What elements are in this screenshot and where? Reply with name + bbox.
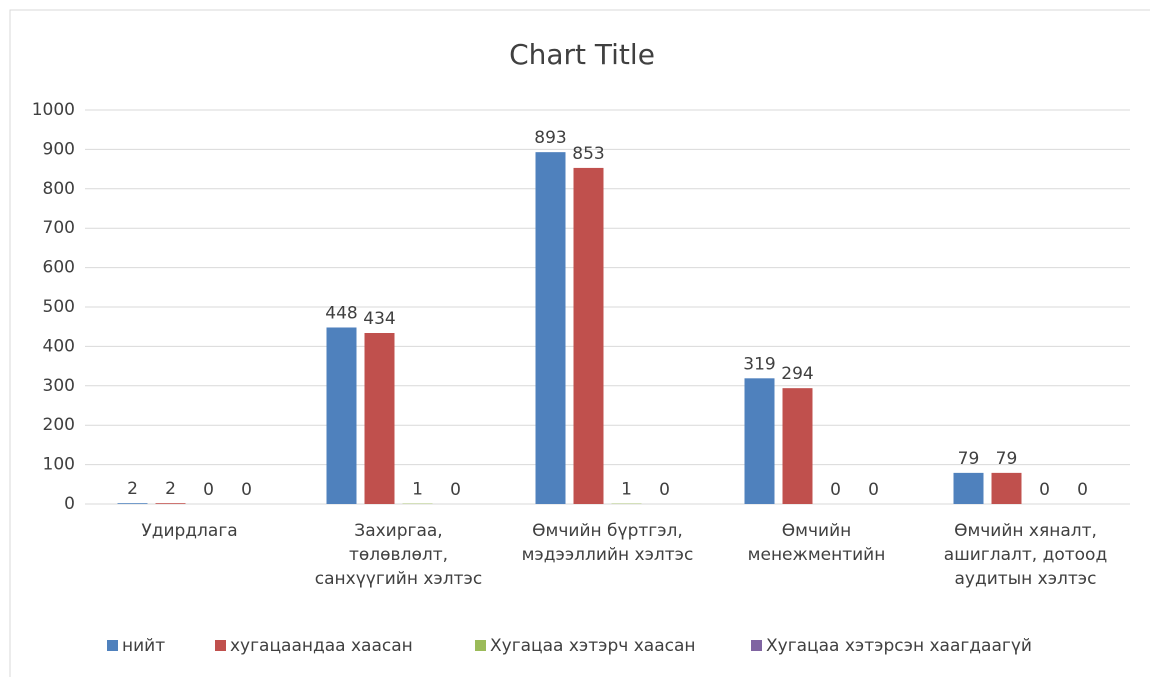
data-label: 79 <box>996 449 1018 469</box>
legend-label: хугацаандаа хаасан <box>230 636 413 656</box>
bar <box>535 152 566 504</box>
data-label: 1 <box>621 480 632 500</box>
chart-border <box>9 9 1150 677</box>
y-tick-label: 100 <box>43 455 75 475</box>
x-tick-label: Өмчийн менежментийн <box>747 521 886 565</box>
bar <box>573 167 604 504</box>
data-label: 79 <box>958 449 980 469</box>
bar <box>744 378 775 504</box>
x-tick-label: Захиргаа, төлөвлөлт, санхүүгийн хэлтэс <box>314 521 483 589</box>
y-tick-label: 200 <box>43 415 75 435</box>
bar <box>991 472 1022 504</box>
y-tick-label: 1000 <box>32 100 75 120</box>
x-tick-label: Удирдлага <box>141 521 238 541</box>
data-label: 294 <box>781 364 813 384</box>
bar <box>155 503 186 504</box>
data-label: 0 <box>450 480 461 500</box>
y-tick-label: 0 <box>64 494 75 514</box>
data-label: 0 <box>1077 480 1088 500</box>
y-tick-label: 400 <box>43 336 75 356</box>
legend-label: нийт <box>122 636 165 656</box>
bar <box>326 327 357 504</box>
data-label: 448 <box>325 303 357 323</box>
legend-swatch <box>215 640 226 651</box>
data-label: 0 <box>241 480 252 500</box>
bar <box>364 333 395 504</box>
data-label: 0 <box>1039 480 1050 500</box>
legend-label: Хугацаа хэтэрсэн хаагдаагүй <box>766 636 1032 656</box>
data-label: 0 <box>830 480 841 500</box>
legend-swatch <box>107 640 118 651</box>
data-label: 0 <box>659 480 670 500</box>
x-tick-label: Өмчийн хяналт, ашиглалт, дотоод аудитын … <box>943 521 1108 589</box>
bar <box>953 472 984 504</box>
bar <box>782 388 813 504</box>
y-tick-label: 800 <box>43 179 75 199</box>
y-tick-label: 600 <box>43 258 75 278</box>
x-tick-label: Өмчийн бүртгэл, мэдээллийн хэлтэс <box>521 521 694 565</box>
data-label: 0 <box>868 480 879 500</box>
data-label: 853 <box>572 144 604 164</box>
data-label: 319 <box>743 354 775 374</box>
legend-swatch <box>475 640 486 651</box>
y-tick-label: 900 <box>43 139 75 159</box>
y-tick-label: 300 <box>43 376 75 396</box>
data-label: 893 <box>534 128 566 148</box>
data-label: 2 <box>127 479 138 499</box>
data-label: 0 <box>203 480 214 500</box>
y-tick-label: 700 <box>43 218 75 238</box>
chart-title: Chart Title <box>509 38 655 71</box>
legend-label: Хугацаа хэтэрч хаасан <box>490 636 696 656</box>
data-label: 1 <box>412 480 423 500</box>
data-label: 434 <box>363 309 395 329</box>
y-tick-label: 500 <box>43 297 75 317</box>
legend-swatch <box>751 640 762 651</box>
bar <box>117 503 148 504</box>
data-label: 2 <box>165 479 176 499</box>
